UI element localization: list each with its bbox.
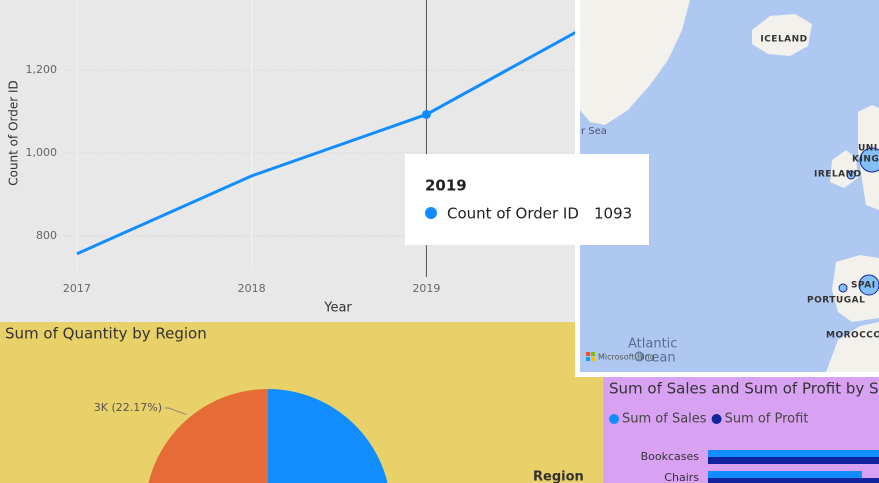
attribution: Microsoft Bing <box>598 353 655 362</box>
legend-swatch <box>609 414 619 424</box>
x-axis-title: Year <box>323 301 352 316</box>
map-label: IRELAND <box>814 170 862 180</box>
legend-label[interactable]: Sum of Profit <box>725 412 809 427</box>
category-label: Chairs <box>664 471 699 483</box>
x-tick-label: 2018 <box>238 282 266 295</box>
y-axis-title: Count of Order ID <box>7 80 21 186</box>
bubble[interactable] <box>858 274 879 296</box>
tooltip-swatch <box>425 207 437 219</box>
leader-line <box>165 407 187 416</box>
y-tick-label: 1,000 <box>26 146 58 159</box>
map-label: PORTUGAL <box>807 296 865 306</box>
chart-title: Sum of Quantity by Region <box>5 325 207 343</box>
bar[interactable] <box>708 457 879 464</box>
map-label: MOROCCO <box>826 331 879 341</box>
map-label: Atlantic <box>628 337 677 352</box>
iberia-land <box>832 255 879 322</box>
bing-logo <box>586 352 595 361</box>
chart-title: Sum of Sales and Sum of Profit by S <box>609 380 879 398</box>
bar-panel <box>603 377 879 483</box>
bubble[interactable] <box>846 170 856 180</box>
bar[interactable] <box>708 450 879 457</box>
map-label: ICELAND <box>760 35 807 45</box>
tooltip-label: Count of Order ID <box>447 205 579 223</box>
legend-label[interactable]: Sum of Sales <box>622 412 707 427</box>
pie-slice[interactable] <box>147 389 268 483</box>
bubble[interactable] <box>838 283 848 293</box>
line-chart: 800 1,000 1,200 2017 2018 2019 Year Count of Or… <box>7 0 575 316</box>
bar-chart: Sum of Sales and Sum of Profit by S Sum o… <box>609 380 879 483</box>
legend-title: Region <box>533 470 584 483</box>
tooltip: 2019 Count of Order ID 1093 <box>405 154 649 245</box>
point[interactable] <box>421 109 431 119</box>
map-label: r Sea <box>581 126 607 137</box>
bar[interactable] <box>708 478 879 483</box>
pie-chart: Sum of Quantity by Region Region 3K (22.17… <box>5 325 584 483</box>
y-tick-label: 800 <box>36 229 57 242</box>
y-tick-label: 1,200 <box>26 63 58 76</box>
bubble[interactable] <box>859 147 879 173</box>
category-label: Bookcases <box>641 450 700 463</box>
map-label: UNI <box>858 144 878 154</box>
x-tick-label: 2017 <box>63 282 91 295</box>
legend-swatch <box>711 414 722 424</box>
greenland <box>580 0 690 125</box>
map-label: SPAI <box>851 281 876 291</box>
tooltip-title: 2019 <box>425 177 467 195</box>
x-tick-label: 2019 <box>412 282 440 295</box>
tooltip-value: 1093 <box>594 205 632 223</box>
line <box>76 30 575 256</box>
tooltip-box <box>405 154 649 245</box>
map-label: Ocean <box>634 351 676 366</box>
iceland <box>752 14 812 56</box>
africa-land <box>826 322 879 372</box>
bar[interactable] <box>708 471 862 478</box>
pie-slice[interactable] <box>268 389 391 483</box>
map-label: KING <box>852 155 879 165</box>
data-label: 3K (22.17%) <box>94 401 162 414</box>
